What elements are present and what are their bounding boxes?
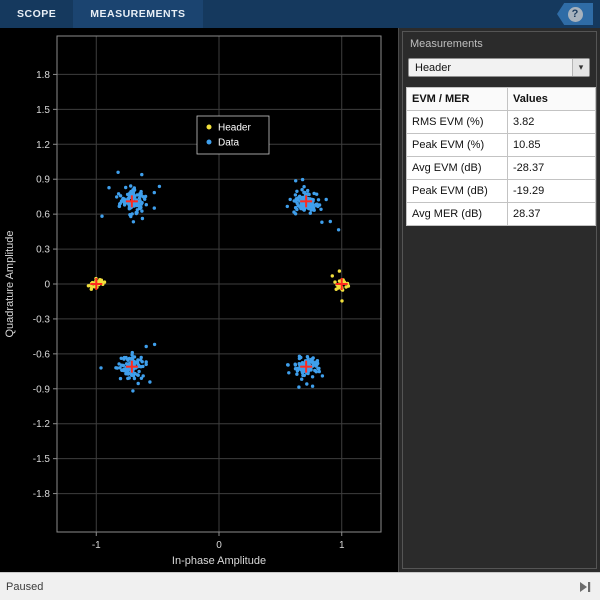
svg-text:0: 0 (216, 540, 222, 551)
metric-column-header: EVM / MER (406, 87, 508, 111)
svg-text:-1.2: -1.2 (33, 419, 51, 430)
table-row: Peak EVM (dB) -19.29 (406, 179, 596, 203)
measurements-panel-inner: Measurements Header ▾ EVM / MER Values R… (402, 31, 597, 569)
metric-value: 10.85 (507, 133, 596, 157)
metric-label: Peak EVM (%) (406, 133, 508, 157)
metric-label: Avg MER (dB) (406, 202, 508, 226)
status-text: Paused (6, 580, 44, 593)
reference-markers (90, 195, 348, 373)
svg-text:-0.6: -0.6 (33, 349, 51, 360)
constellation-plot: -1 0 1 -1.8 -1.5 -1.2 -0.9 -0.6 -0.3 0 0.3 0.6 0.9 1.… (4, 35, 382, 567)
measurement-type-value: Header (415, 61, 452, 74)
measurement-type-dropdown[interactable]: Header ▾ (408, 58, 590, 77)
svg-text:1.5: 1.5 (36, 105, 50, 116)
table-row: Peak EVM (%) 10.85 (406, 133, 596, 157)
legend[interactable]: Header Data (196, 115, 270, 155)
table-row: Avg EVM (dB) -28.37 (406, 156, 596, 180)
svg-text:Header: Header (218, 123, 251, 134)
metric-label: Avg EVM (dB) (406, 156, 508, 180)
svg-text:-0.9: -0.9 (33, 384, 51, 395)
svg-text:0: 0 (44, 280, 50, 291)
help-button[interactable]: ? (557, 3, 593, 25)
svg-text:-1.5: -1.5 (33, 454, 51, 465)
main-area: -1 0 1 -1.8 -1.5 -1.2 -0.9 -0.6 -0.3 0 0.3 0.6 0.9 1.… (0, 28, 600, 572)
svg-text:Data: Data (218, 138, 240, 149)
toolbar: SCOPE MEASUREMENTS ? (0, 0, 600, 28)
constellation-plot-region: -1 0 1 -1.8 -1.5 -1.2 -0.9 -0.6 -0.3 0 0.3 0.6 0.9 1.… (0, 28, 398, 572)
svg-text:0.9: 0.9 (36, 175, 50, 186)
y-axis-label: Quadrature Amplitude (4, 230, 16, 337)
x-axis-label: In-phase Amplitude (172, 555, 266, 567)
svg-text:0.3: 0.3 (36, 245, 50, 256)
metric-value: -19.29 (507, 179, 596, 203)
svg-text:1.2: 1.2 (36, 140, 50, 151)
metric-value: 3.82 (507, 110, 596, 134)
chevron-down-icon: ▾ (572, 59, 589, 76)
metric-value: 28.37 (507, 202, 596, 226)
grid: -1 0 1 -1.8 -1.5 -1.2 -0.9 -0.6 -0.3 0 0.3 0.6 0.9 1.… (33, 36, 381, 551)
measurements-panel: Measurements Header ▾ EVM / MER Values R… (398, 28, 600, 572)
status-bar: Paused (0, 572, 600, 600)
svg-text:-1.8: -1.8 (33, 489, 51, 500)
measurements-table: EVM / MER Values RMS EVM (%) 3.82 Peak E… (406, 87, 596, 226)
svg-text:-0.3: -0.3 (33, 314, 51, 325)
table-header-row: EVM / MER Values (406, 87, 596, 111)
table-row: RMS EVM (%) 3.82 (406, 110, 596, 134)
svg-text:1: 1 (339, 540, 345, 551)
svg-text:-1: -1 (92, 540, 101, 551)
step-forward-icon[interactable] (576, 579, 594, 595)
metric-label: RMS EVM (%) (406, 110, 508, 134)
measurements-panel-title: Measurements (410, 38, 483, 50)
tab-scope[interactable]: SCOPE (17, 8, 57, 20)
svg-text:1.8: 1.8 (36, 70, 50, 81)
table-row: Avg MER (dB) 28.37 (406, 202, 596, 226)
values-column-header: Values (507, 87, 596, 111)
metric-value: -28.37 (507, 156, 596, 180)
tab-measurements[interactable]: MEASUREMENTS (73, 0, 203, 28)
svg-text:0.6: 0.6 (36, 210, 50, 221)
metric-label: Peak EVM (dB) (406, 179, 508, 203)
help-icon: ? (567, 6, 583, 22)
